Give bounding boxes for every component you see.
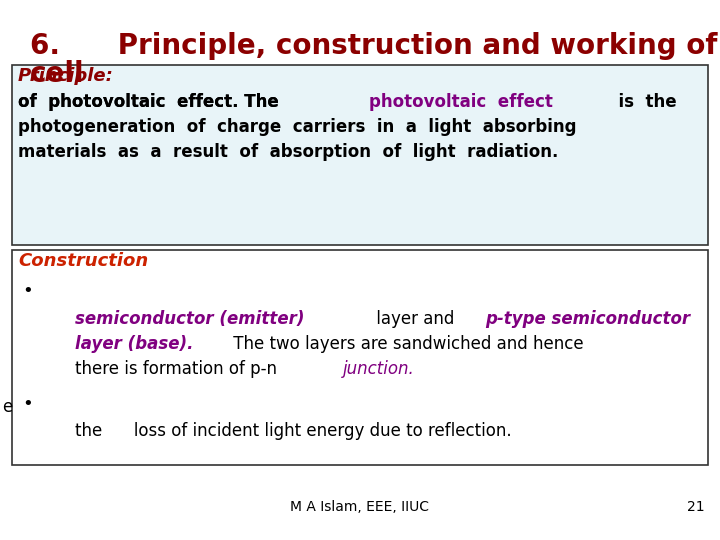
Text: Principle:: Principle: [18,67,114,85]
Text: photogeneration  of  charge  carriers  in  a  light  absorbing: photogeneration of charge carriers in a … [18,118,577,136]
Text: semiconductor (emitter): semiconductor (emitter) [75,310,305,328]
Text: of  photovoltaic  effect. The: of photovoltaic effect. The [18,93,290,111]
Text: •: • [22,395,32,413]
Text: cell: cell [30,60,85,88]
Text: e: e [2,398,12,416]
Text: photovoltaic  effect: photovoltaic effect [369,93,553,111]
Text: there is formation of p-n: there is formation of p-n [75,360,282,378]
Text: of  photovoltaic  effect. The: of photovoltaic effect. The [18,93,290,111]
Text: junction.: junction. [343,360,414,378]
Text: Construction: Construction [18,252,148,270]
Text: 6.      Principle, construction and working of Solar: 6. Principle, construction and working o… [30,32,720,60]
Text: is  the: is the [606,93,676,111]
Text: The two layers are sandwiched and hence: The two layers are sandwiched and hence [228,335,583,353]
Bar [12,65,708,245]
Text: layer (base).: layer (base). [75,335,194,353]
Text: M A Islam, EEE, IIUC: M A Islam, EEE, IIUC [290,500,430,514]
Text: materials  as  a  result  of  absorption  of  light  radiation.: materials as a result of absorption of l… [18,143,559,161]
Text: •: • [22,282,32,300]
Bar [12,250,708,465]
Text: 21: 21 [688,500,705,514]
Text: layer and: layer and [371,310,460,328]
Text: the      loss of incident light energy due to reflection.: the loss of incident light energy due to… [75,422,512,440]
Text: p-type semiconductor: p-type semiconductor [485,310,690,328]
